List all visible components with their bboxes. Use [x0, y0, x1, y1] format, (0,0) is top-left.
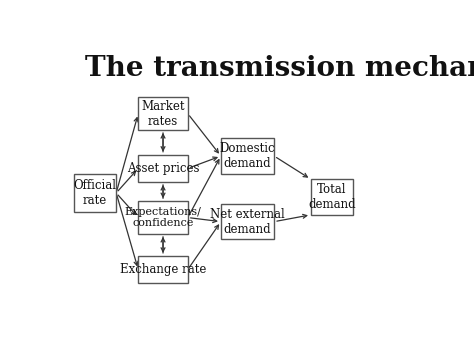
Text: Total
demand: Total demand: [308, 183, 356, 211]
Text: The transmission mechanism: The transmission mechanism: [85, 55, 474, 82]
Bar: [311, 179, 353, 215]
Bar: [138, 155, 188, 182]
Text: Market
rates: Market rates: [141, 100, 185, 128]
Text: Asset prices: Asset prices: [127, 162, 199, 175]
Text: Net external
demand: Net external demand: [210, 208, 285, 236]
Bar: [221, 138, 274, 174]
Text: Expectations/
confidence: Expectations/ confidence: [125, 207, 201, 228]
Bar: [138, 97, 188, 130]
Bar: [138, 201, 188, 234]
Text: Official
rate: Official rate: [73, 179, 117, 207]
Text: Exchange rate: Exchange rate: [120, 263, 206, 276]
Bar: [221, 204, 274, 239]
Text: Domestic
demand: Domestic demand: [220, 142, 275, 170]
Bar: [74, 174, 116, 212]
Bar: [138, 256, 188, 283]
